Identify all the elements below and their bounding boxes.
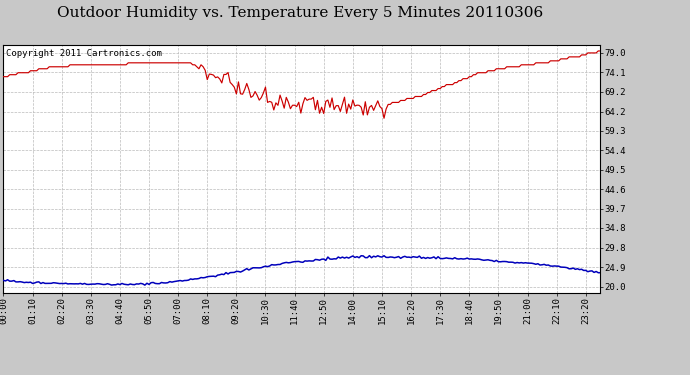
Text: Outdoor Humidity vs. Temperature Every 5 Minutes 20110306: Outdoor Humidity vs. Temperature Every 5…: [57, 6, 543, 20]
Text: Copyright 2011 Cartronics.com: Copyright 2011 Cartronics.com: [6, 49, 162, 58]
